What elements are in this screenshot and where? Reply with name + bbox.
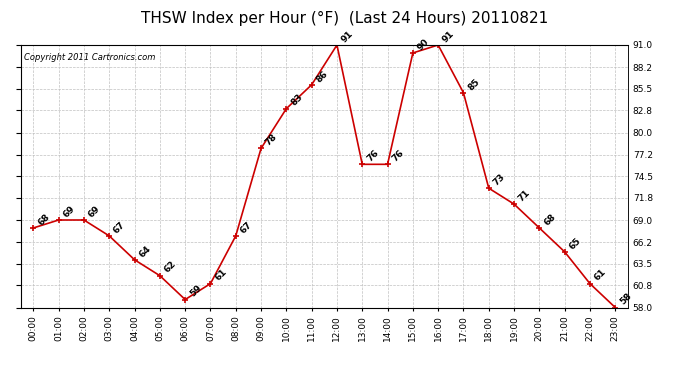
Text: 59: 59 bbox=[188, 284, 204, 299]
Text: 67: 67 bbox=[239, 220, 254, 235]
Text: 58: 58 bbox=[618, 291, 633, 307]
Text: 61: 61 bbox=[593, 268, 608, 283]
Text: 73: 73 bbox=[491, 172, 507, 188]
Text: 67: 67 bbox=[112, 220, 128, 235]
Text: 91: 91 bbox=[441, 29, 456, 44]
Text: THSW Index per Hour (°F)  (Last 24 Hours) 20110821: THSW Index per Hour (°F) (Last 24 Hours)… bbox=[141, 11, 549, 26]
Text: 76: 76 bbox=[365, 148, 380, 164]
Text: 90: 90 bbox=[415, 37, 431, 52]
Text: Copyright 2011 Cartronics.com: Copyright 2011 Cartronics.com bbox=[23, 53, 155, 62]
Text: 85: 85 bbox=[466, 77, 482, 92]
Text: 91: 91 bbox=[339, 29, 355, 44]
Text: 62: 62 bbox=[163, 260, 178, 275]
Text: 65: 65 bbox=[567, 236, 582, 251]
Text: 69: 69 bbox=[61, 204, 77, 219]
Text: 76: 76 bbox=[391, 148, 406, 164]
Text: 78: 78 bbox=[264, 132, 279, 148]
Text: 64: 64 bbox=[137, 244, 152, 259]
Text: 83: 83 bbox=[289, 93, 304, 108]
Text: 68: 68 bbox=[36, 212, 51, 227]
Text: 71: 71 bbox=[517, 188, 532, 203]
Text: 69: 69 bbox=[87, 204, 102, 219]
Text: 61: 61 bbox=[213, 268, 228, 283]
Text: 86: 86 bbox=[315, 69, 330, 84]
Text: 68: 68 bbox=[542, 212, 558, 227]
